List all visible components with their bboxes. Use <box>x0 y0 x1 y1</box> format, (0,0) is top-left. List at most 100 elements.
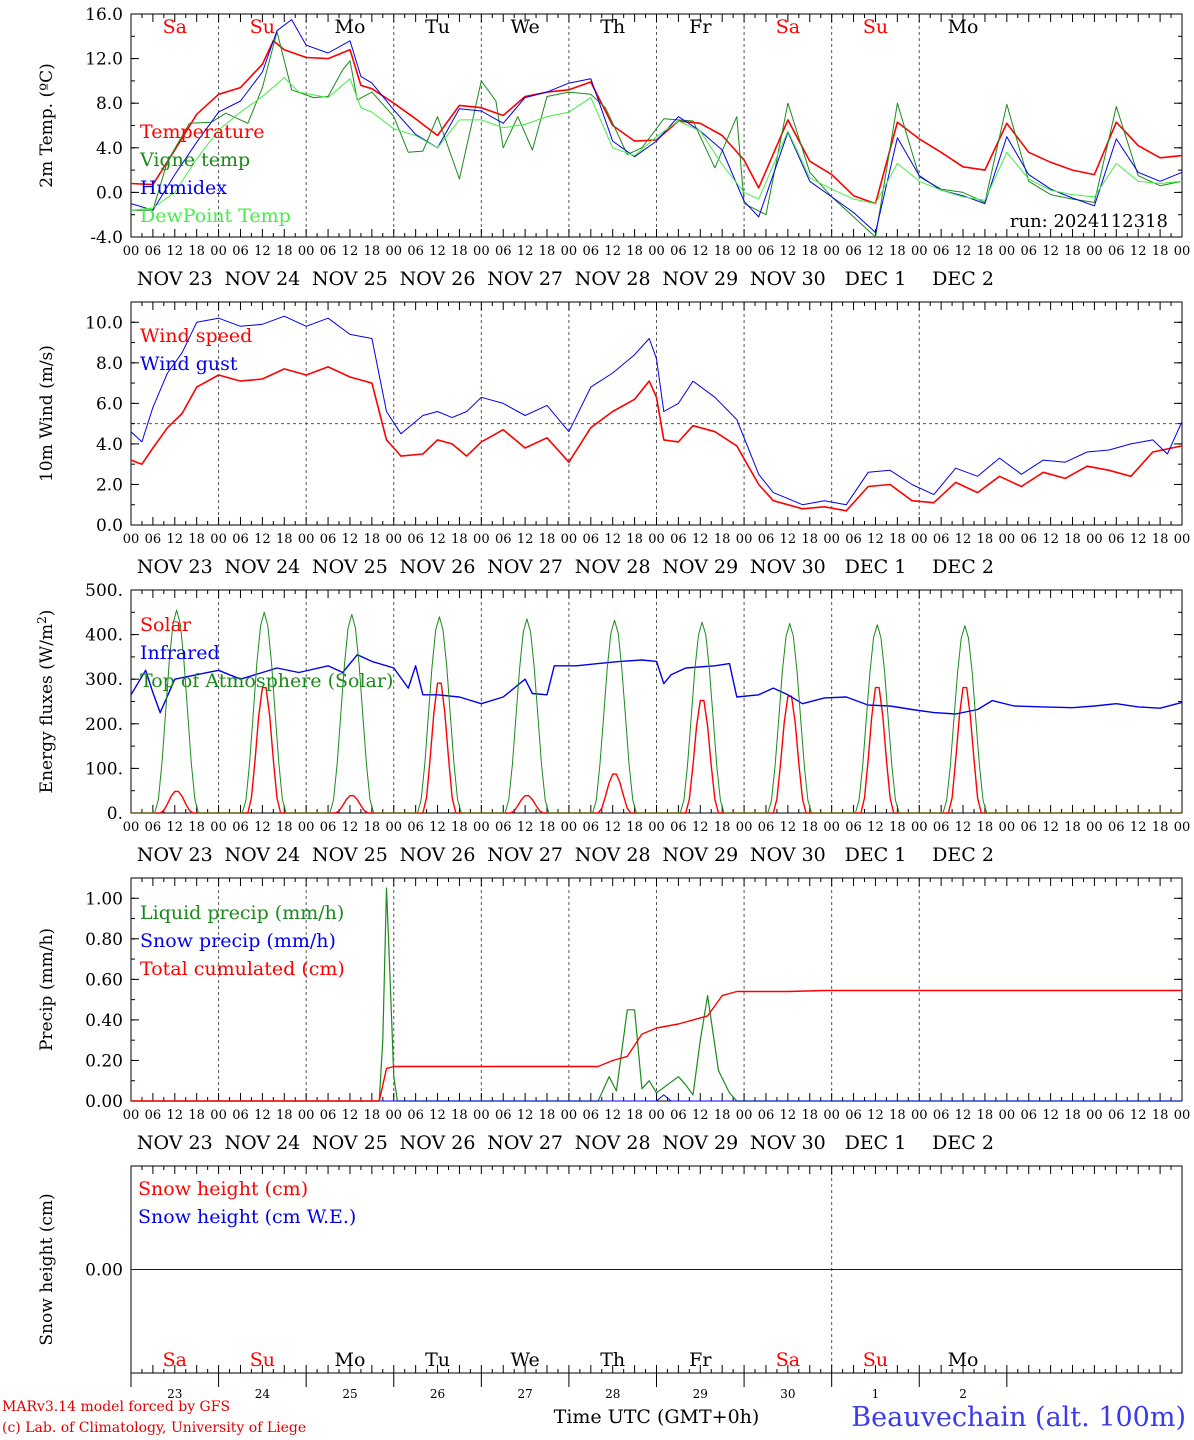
hour-tick-label: 18 <box>539 532 556 547</box>
hour-tick-label: 00 <box>473 1108 490 1123</box>
hour-tick-label: 06 <box>232 820 249 835</box>
hour-tick-label: 00 <box>911 1108 928 1123</box>
hour-tick-label: 12 <box>429 244 446 259</box>
hour-tick-label: 18 <box>801 820 818 835</box>
hour-tick-label: 06 <box>583 244 600 259</box>
hour-tick-label: 12 <box>780 532 797 547</box>
legend-entry: Snow precip (mm/h) <box>140 930 336 952</box>
hour-tick-label: 18 <box>1064 820 1081 835</box>
hour-tick-label: 18 <box>714 820 731 835</box>
hour-tick-label: 00 <box>123 532 140 547</box>
hour-tick-label: 06 <box>1020 1108 1037 1123</box>
y-tick-label: -4.0 <box>90 228 123 248</box>
date-label: DEC 1 <box>845 844 907 866</box>
model-credit: MARv3.14 model forced by GFS <box>2 1399 231 1415</box>
date-label: DEC 2 <box>932 844 994 866</box>
hour-tick-label: 06 <box>145 532 162 547</box>
hour-tick-label: 12 <box>517 1108 534 1123</box>
weekday-label: Sa <box>163 16 187 38</box>
day-number-label: 30 <box>780 1387 795 1401</box>
hour-tick-label: 12 <box>429 820 446 835</box>
day-number-label: 29 <box>693 1387 708 1401</box>
hour-tick-label: 18 <box>539 820 556 835</box>
date-label: NOV 24 <box>224 844 300 866</box>
weekday-label: Sa <box>163 1349 187 1371</box>
hour-tick-label: 06 <box>320 820 337 835</box>
hour-tick-label: 12 <box>955 1108 972 1123</box>
legend-entry: DewPoint Temp <box>140 205 291 227</box>
hour-tick-label: 06 <box>1020 244 1037 259</box>
lab-credit: (c) Lab. of Climatology, University of L… <box>2 1420 307 1436</box>
hour-tick-label: 06 <box>407 532 424 547</box>
day-number-label: 26 <box>430 1387 445 1401</box>
hour-tick-label: 06 <box>1108 532 1125 547</box>
hour-tick-label: 12 <box>1130 820 1147 835</box>
hour-tick-label: 18 <box>276 1108 293 1123</box>
hour-tick-label: 06 <box>495 532 512 547</box>
hour-tick-label: 12 <box>1130 1108 1147 1123</box>
hour-tick-label: 00 <box>1086 820 1103 835</box>
y-tick-label: 0.80 <box>85 930 123 950</box>
hour-tick-label: 00 <box>648 820 665 835</box>
hour-tick-label: 00 <box>473 820 490 835</box>
y-tick-label: 10.0 <box>85 313 123 333</box>
date-label: NOV 28 <box>575 1132 651 1154</box>
date-label: NOV 25 <box>312 844 388 866</box>
hour-tick-label: 00 <box>210 532 227 547</box>
hour-tick-label: 00 <box>385 1108 402 1123</box>
hour-tick-label: 06 <box>407 244 424 259</box>
legend-entry: Temperature <box>140 121 264 143</box>
hour-tick-label: 06 <box>758 820 775 835</box>
date-label: NOV 24 <box>224 556 300 578</box>
weekday-label: Su <box>863 16 888 38</box>
weekday-label: Su <box>250 16 275 38</box>
date-label: NOV 23 <box>137 556 213 578</box>
weekday-label: Mo <box>335 1349 366 1371</box>
y-tick-label: 12.0 <box>85 50 123 70</box>
hour-tick-label: 18 <box>188 532 205 547</box>
hour-tick-label: 00 <box>561 1108 578 1123</box>
weekday-label: Tu <box>425 1349 450 1371</box>
hour-tick-label: 06 <box>845 532 862 547</box>
y-tick-label: 0.20 <box>85 1051 123 1071</box>
hour-tick-label: 06 <box>232 532 249 547</box>
y-tick-label: 4.0 <box>96 139 123 159</box>
plot-frame <box>130 13 1183 238</box>
hour-tick-label: 06 <box>758 244 775 259</box>
date-label: NOV 24 <box>224 1132 300 1154</box>
hour-tick-label: 00 <box>298 1108 315 1123</box>
hour-tick-label: 00 <box>298 244 315 259</box>
hour-tick-label: 12 <box>342 1108 359 1123</box>
date-label: NOV 25 <box>312 1132 388 1154</box>
date-label: NOV 23 <box>137 268 213 290</box>
date-label: NOV 26 <box>400 844 476 866</box>
hour-tick-label: 18 <box>364 244 381 259</box>
hour-tick-label: 00 <box>823 244 840 259</box>
weekday-label: Fr <box>689 16 712 38</box>
hour-tick-label: 18 <box>451 532 468 547</box>
date-label: NOV 30 <box>750 844 826 866</box>
hour-tick-label: 18 <box>276 532 293 547</box>
date-label: NOV 29 <box>662 1132 738 1154</box>
hour-tick-label: 00 <box>999 244 1016 259</box>
y-tick-label: 500. <box>85 581 123 601</box>
date-label: NOV 26 <box>400 268 476 290</box>
hour-tick-label: 06 <box>232 244 249 259</box>
hour-tick-label: 06 <box>933 244 950 259</box>
hour-tick-label: 06 <box>1108 244 1125 259</box>
hour-tick-label: 12 <box>254 1108 271 1123</box>
hour-tick-label: 00 <box>736 1108 753 1123</box>
y-tick-label: 1.00 <box>85 889 123 909</box>
hour-tick-label: 00 <box>736 820 753 835</box>
date-label: DEC 1 <box>845 268 907 290</box>
hour-tick-label: 12 <box>517 244 534 259</box>
hour-tick-label: 00 <box>648 1108 665 1123</box>
weekday-label: We <box>511 1349 540 1371</box>
hour-tick-label: 12 <box>955 532 972 547</box>
hour-tick-label: 12 <box>780 1108 797 1123</box>
hour-tick-label: 18 <box>276 244 293 259</box>
hour-tick-label: 12 <box>254 532 271 547</box>
x-axis-label: Time UTC (GMT+0h) <box>554 1406 760 1428</box>
hour-tick-label: 00 <box>385 532 402 547</box>
hour-tick-label: 18 <box>451 1108 468 1123</box>
